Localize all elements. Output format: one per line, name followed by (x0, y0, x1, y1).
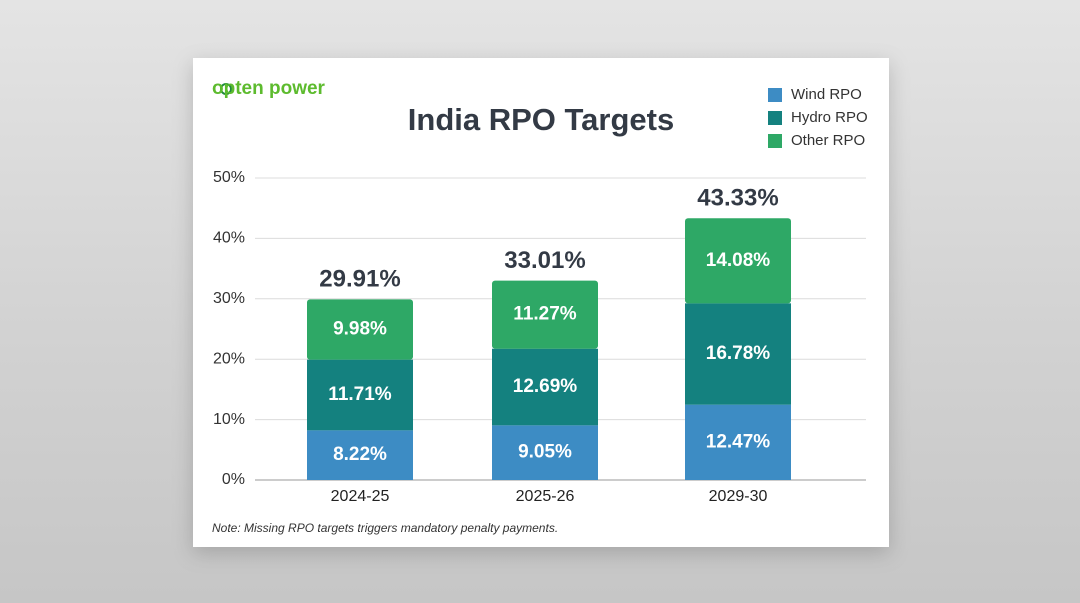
value-label: 12.47% (706, 431, 771, 452)
bar-segment (492, 348, 598, 426)
legend-swatch (768, 111, 782, 125)
value-label: 11.27% (513, 304, 576, 325)
y-tick-label: 40% (213, 230, 245, 247)
x-tick-label: 2029-30 (709, 488, 768, 505)
legend-label: Hydro RPO (791, 109, 868, 126)
x-tick-label: 2024-25 (331, 488, 390, 505)
chart-title: India RPO Targets (408, 102, 674, 137)
legend-label: Other RPO (791, 132, 865, 149)
note: Note: Missing RPO targets triggers manda… (212, 521, 558, 535)
bar-segment (307, 359, 413, 431)
y-tick-label: 20% (213, 350, 245, 367)
y-tick-label: 0% (222, 471, 245, 488)
value-label: 8.22% (333, 444, 387, 465)
bar-segment (685, 404, 791, 480)
y-tick-label: 30% (213, 290, 245, 307)
bar-segment (685, 303, 791, 405)
value-label: 9.05% (518, 442, 572, 463)
legend-label: Wind RPO (791, 86, 862, 103)
x-tick-label: 2025-26 (516, 488, 575, 505)
value-label: 14.08% (706, 250, 771, 271)
total-label: 43.33% (697, 185, 778, 212)
value-label: 11.71% (328, 384, 391, 405)
value-label: 12.69% (513, 376, 578, 397)
bar-segment (685, 218, 791, 304)
legend-swatch (768, 88, 782, 102)
bar-segment (492, 425, 598, 480)
total-label: 33.01% (504, 247, 585, 274)
y-tick-label: 50% (213, 169, 245, 186)
total-label: 29.91% (319, 266, 400, 293)
value-label: 16.78% (706, 343, 771, 364)
value-label: 9.98% (333, 318, 387, 339)
bar-segment (492, 280, 598, 349)
legend-swatch (768, 134, 782, 148)
y-tick-label: 10% (213, 411, 245, 428)
logo-icon (220, 83, 232, 95)
bar-segment (307, 430, 413, 480)
bar-segment (307, 299, 413, 360)
logo: opten power (212, 78, 326, 99)
